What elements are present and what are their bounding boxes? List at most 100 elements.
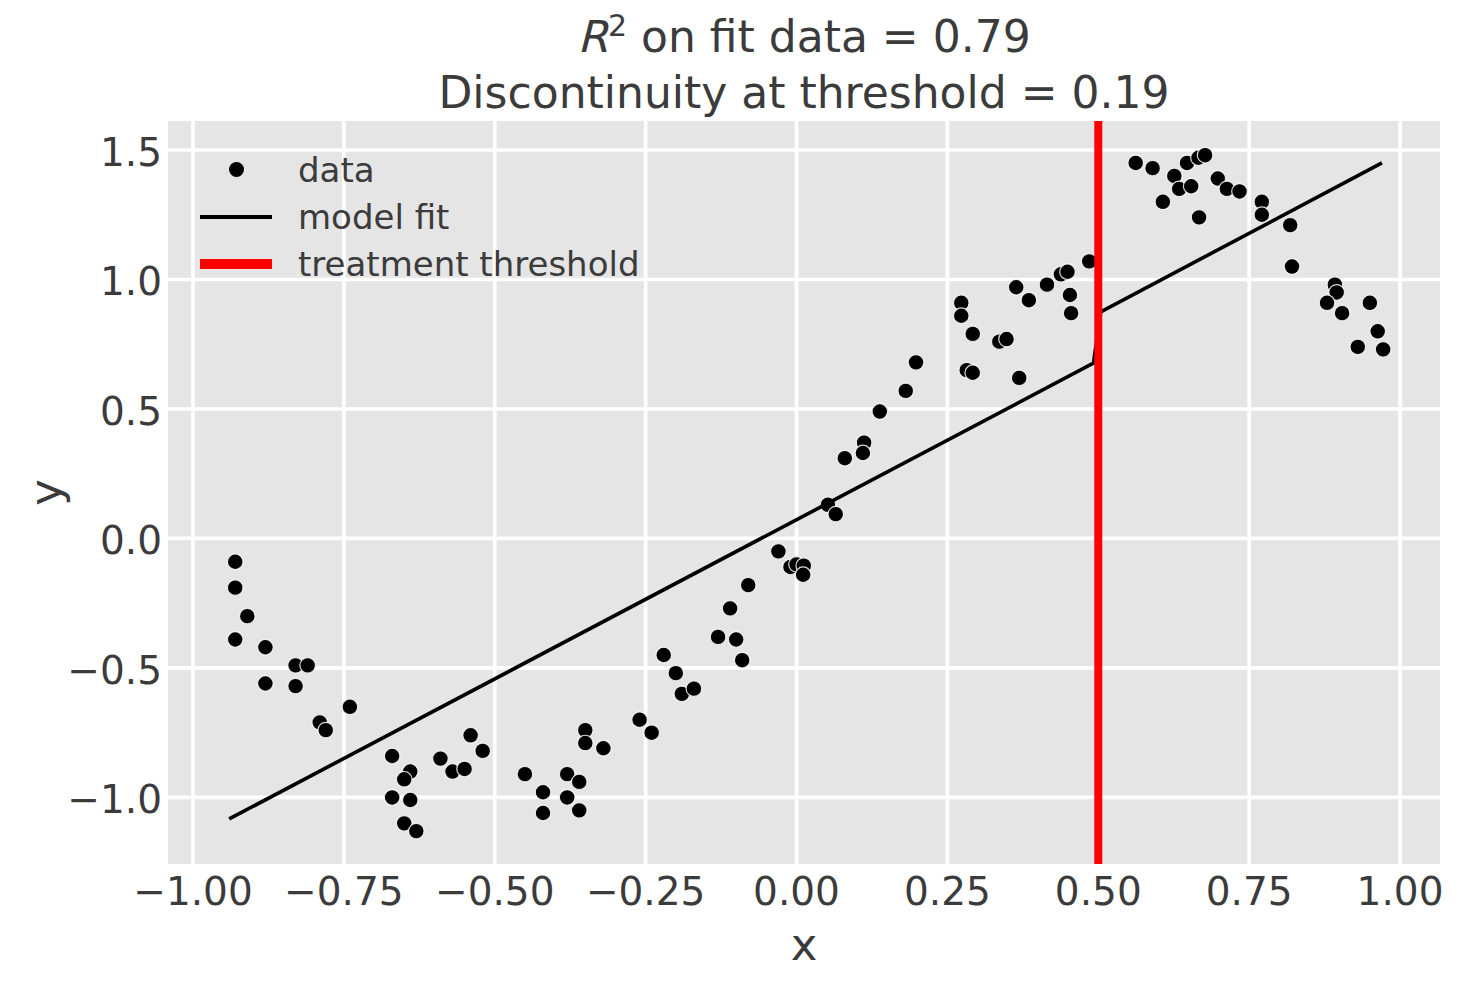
data-point (722, 601, 738, 617)
data-point (227, 632, 243, 648)
data-point (1183, 178, 1199, 194)
x-tick-label: 1.00 (1357, 869, 1444, 914)
legend-label-data: data (298, 150, 375, 190)
data-point (1334, 305, 1350, 321)
data-point (288, 678, 304, 694)
data-point (342, 699, 358, 715)
data-point (1197, 147, 1213, 163)
y-tick-label: −0.5 (67, 648, 162, 693)
y-tick-label: 0.0 (100, 518, 162, 563)
data-point (227, 554, 243, 570)
data-point (596, 740, 612, 756)
x-tick-label: 0.75 (1206, 869, 1293, 914)
data-point (728, 632, 744, 648)
data-point (1282, 217, 1298, 233)
data-point (965, 365, 981, 381)
data-point (258, 676, 274, 692)
data-point (1254, 207, 1270, 223)
y-tick-labels: −1.0−0.50.00.51.01.5 (67, 130, 162, 822)
legend-item-data: data (200, 146, 640, 193)
data-point (1284, 259, 1300, 275)
data-point (571, 803, 587, 819)
data-point (535, 805, 551, 821)
data-point (872, 404, 888, 420)
data-point (396, 772, 412, 788)
x-tick-label: −0.50 (435, 869, 555, 914)
title-line1-text: on fit data = 0.79 (627, 11, 1031, 62)
y-tick-label: 0.5 (100, 389, 162, 434)
data-point (318, 722, 334, 738)
data-point (227, 580, 243, 596)
model-fit-line-icon (200, 215, 272, 219)
x-tick-label: 0.50 (1055, 869, 1142, 914)
data-point (1155, 194, 1171, 210)
data-point (668, 665, 684, 681)
data-point (1191, 210, 1207, 226)
data-point (1128, 155, 1144, 171)
data-point (384, 748, 400, 764)
y-tick-label: 1.0 (100, 259, 162, 304)
data-point (1232, 184, 1248, 200)
title-r-symbol: R (577, 11, 608, 62)
x-axis-label: x (168, 918, 1440, 971)
data-point (240, 608, 256, 624)
data-point (1362, 295, 1378, 311)
chart-title-line1: R2 on fit data = 0.79 (168, 7, 1440, 65)
data-point (656, 647, 672, 663)
data-point (740, 577, 756, 593)
data-point (908, 355, 924, 371)
data-point (433, 751, 449, 767)
y-tick-label: −1.0 (67, 777, 162, 822)
data-point (1063, 305, 1079, 321)
data-point (898, 383, 914, 399)
data-point (1350, 339, 1366, 355)
data-point (710, 629, 726, 645)
data-point (771, 544, 787, 560)
x-tick-label: 0.25 (904, 869, 991, 914)
x-tick-label: −1.00 (133, 869, 253, 914)
data-point (559, 790, 575, 806)
title-superscript: 2 (608, 8, 627, 43)
data-point (1039, 277, 1055, 293)
data-point (457, 761, 473, 777)
data-point (1375, 342, 1391, 358)
legend-label-threshold: treatment threshold (298, 244, 640, 284)
data-point (837, 450, 853, 466)
legend-item-threshold: treatment threshold (200, 240, 640, 287)
data-point (475, 743, 491, 759)
data-point (571, 774, 587, 790)
data-point (463, 727, 479, 743)
data-point (408, 823, 424, 839)
data-point (632, 712, 648, 728)
data-point (1008, 279, 1024, 295)
data-point (1062, 287, 1078, 303)
threshold-line-icon (200, 259, 272, 269)
data-point (535, 784, 551, 800)
data-point (258, 639, 274, 655)
data-point (1021, 292, 1037, 308)
data-point (953, 308, 969, 324)
data-point (1145, 160, 1161, 176)
legend-item-model-fit: model fit (200, 193, 640, 240)
data-point (1060, 264, 1076, 280)
x-tick-label: 0.00 (753, 869, 840, 914)
chart-title-line2: Discontinuity at threshold = 0.19 (168, 65, 1440, 121)
data-point (517, 766, 533, 782)
x-tick-label: −0.75 (284, 869, 404, 914)
data-point (384, 790, 400, 806)
data-point (644, 725, 660, 741)
data-point (734, 652, 750, 668)
data-point (577, 735, 593, 751)
data-point (828, 506, 844, 522)
legend-label-model-fit: model fit (298, 197, 449, 237)
data-point (965, 326, 981, 342)
legend: data model fit treatment threshold (200, 146, 640, 287)
chart-title: R2 on fit data = 0.79 Discontinuity at t… (168, 7, 1440, 120)
data-point (1011, 370, 1027, 386)
y-axis-label: y (19, 479, 72, 506)
x-tick-label: −0.25 (586, 869, 706, 914)
data-point (855, 445, 871, 461)
data-point (402, 792, 418, 808)
data-marker-icon (200, 162, 272, 177)
data-point (686, 681, 702, 697)
